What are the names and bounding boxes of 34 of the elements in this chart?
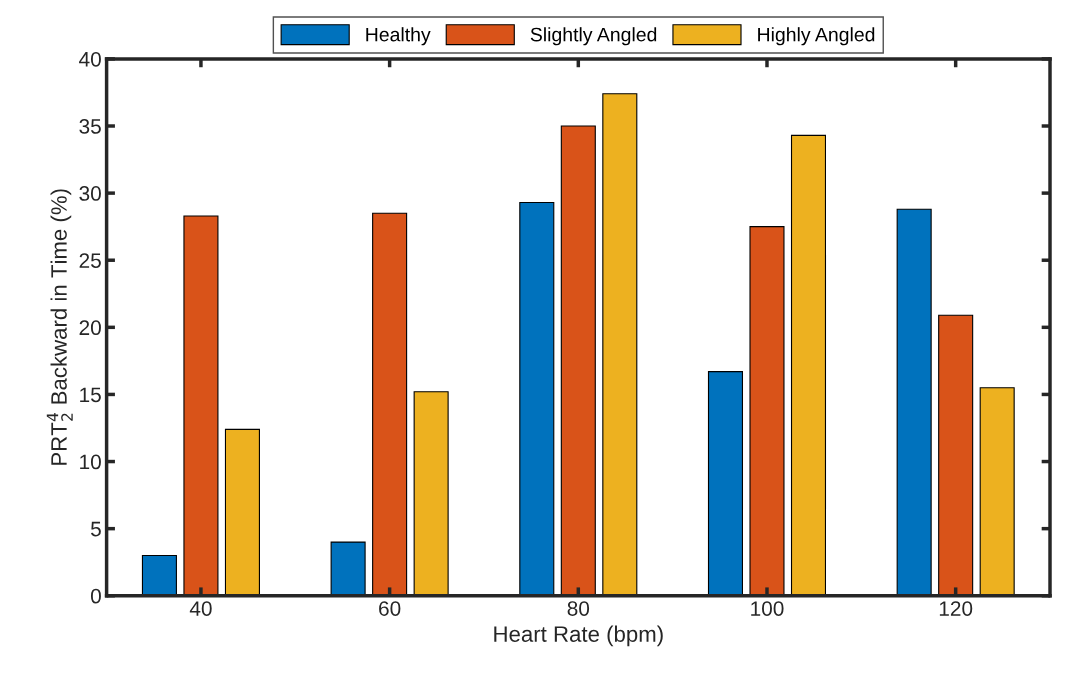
y-tick-label: 25 <box>79 253 101 268</box>
y-tick-label: 0 <box>90 588 101 604</box>
legend-label: Slightly Angled <box>530 27 657 46</box>
bar <box>707 371 744 596</box>
bar <box>224 428 260 596</box>
y-tick-label: 30 <box>79 186 101 201</box>
bar <box>602 93 638 596</box>
bar <box>938 314 974 596</box>
y-tick-label: 20 <box>79 320 101 336</box>
y-tick-label: 35 <box>79 119 101 134</box>
y-tick-label: 5 <box>90 521 101 537</box>
bar <box>413 391 449 596</box>
bar <box>141 554 177 596</box>
bar <box>560 125 596 596</box>
x-tick-label: 80 <box>567 601 590 616</box>
bar <box>979 387 1015 596</box>
legend-label: Highly Angled <box>758 27 875 46</box>
bar <box>183 215 219 596</box>
bar <box>330 541 366 596</box>
y-tick-label: 15 <box>80 387 101 403</box>
bar <box>519 201 555 596</box>
legend-label: Healthy <box>366 27 431 46</box>
x-tick-label: 120 <box>939 601 973 616</box>
bar <box>896 208 932 596</box>
y-axis-title: PRT$^{4}$$_{2}$ Backward in Time (%) <box>46 189 73 465</box>
bar <box>749 226 785 596</box>
bar <box>790 134 827 596</box>
x-axis-title: Heart Rate (bpm) <box>494 625 663 647</box>
x-tick-label: 40 <box>189 601 212 616</box>
x-tick-label: 100 <box>751 601 784 616</box>
x-tick-label: 60 <box>379 601 401 616</box>
y-tick-label: 40 <box>79 51 101 67</box>
y-tick-label: 10 <box>80 454 101 470</box>
bar <box>372 212 408 596</box>
